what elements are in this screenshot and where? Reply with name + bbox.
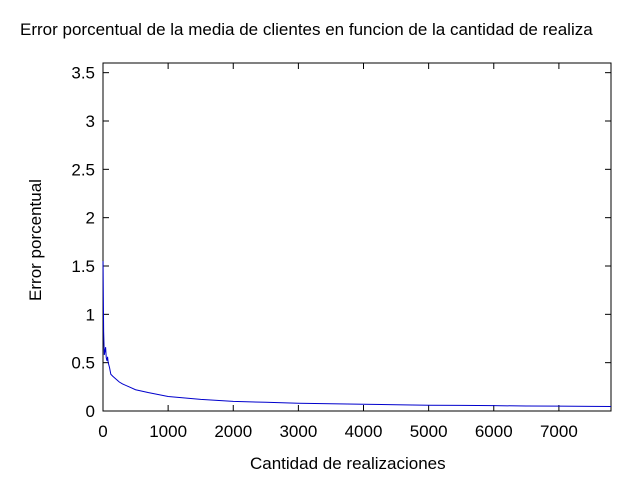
chart-title: Error porcentual de la media de clientes… (20, 20, 593, 39)
x-tick-label: 3000 (279, 422, 317, 441)
y-tick-label: 2 (86, 209, 95, 228)
y-tick-label: 1 (86, 305, 95, 324)
y-tick-label: 3 (86, 112, 95, 131)
x-tick-label: 5000 (410, 422, 448, 441)
x-tick-label: 7000 (540, 422, 578, 441)
x-tick-label: 0 (98, 422, 107, 441)
plot-frame (102, 62, 612, 412)
x-tick-label: 1000 (149, 422, 187, 441)
y-axis-label: Error porcentual (26, 179, 45, 301)
y-tick-label: 1.5 (71, 257, 95, 276)
y-tick-label: 3.5 (71, 64, 95, 83)
x-tick-label: 4000 (345, 422, 383, 441)
y-tick-label: 0.5 (71, 354, 95, 373)
series-line (102, 261, 612, 407)
y-tick-label: 2.5 (71, 160, 95, 179)
x-tick-label: 6000 (475, 422, 513, 441)
y-tick-label: 0 (86, 402, 95, 421)
x-axis-label: Cantidad de realizaciones (250, 454, 446, 473)
x-tick-label: 2000 (214, 422, 252, 441)
